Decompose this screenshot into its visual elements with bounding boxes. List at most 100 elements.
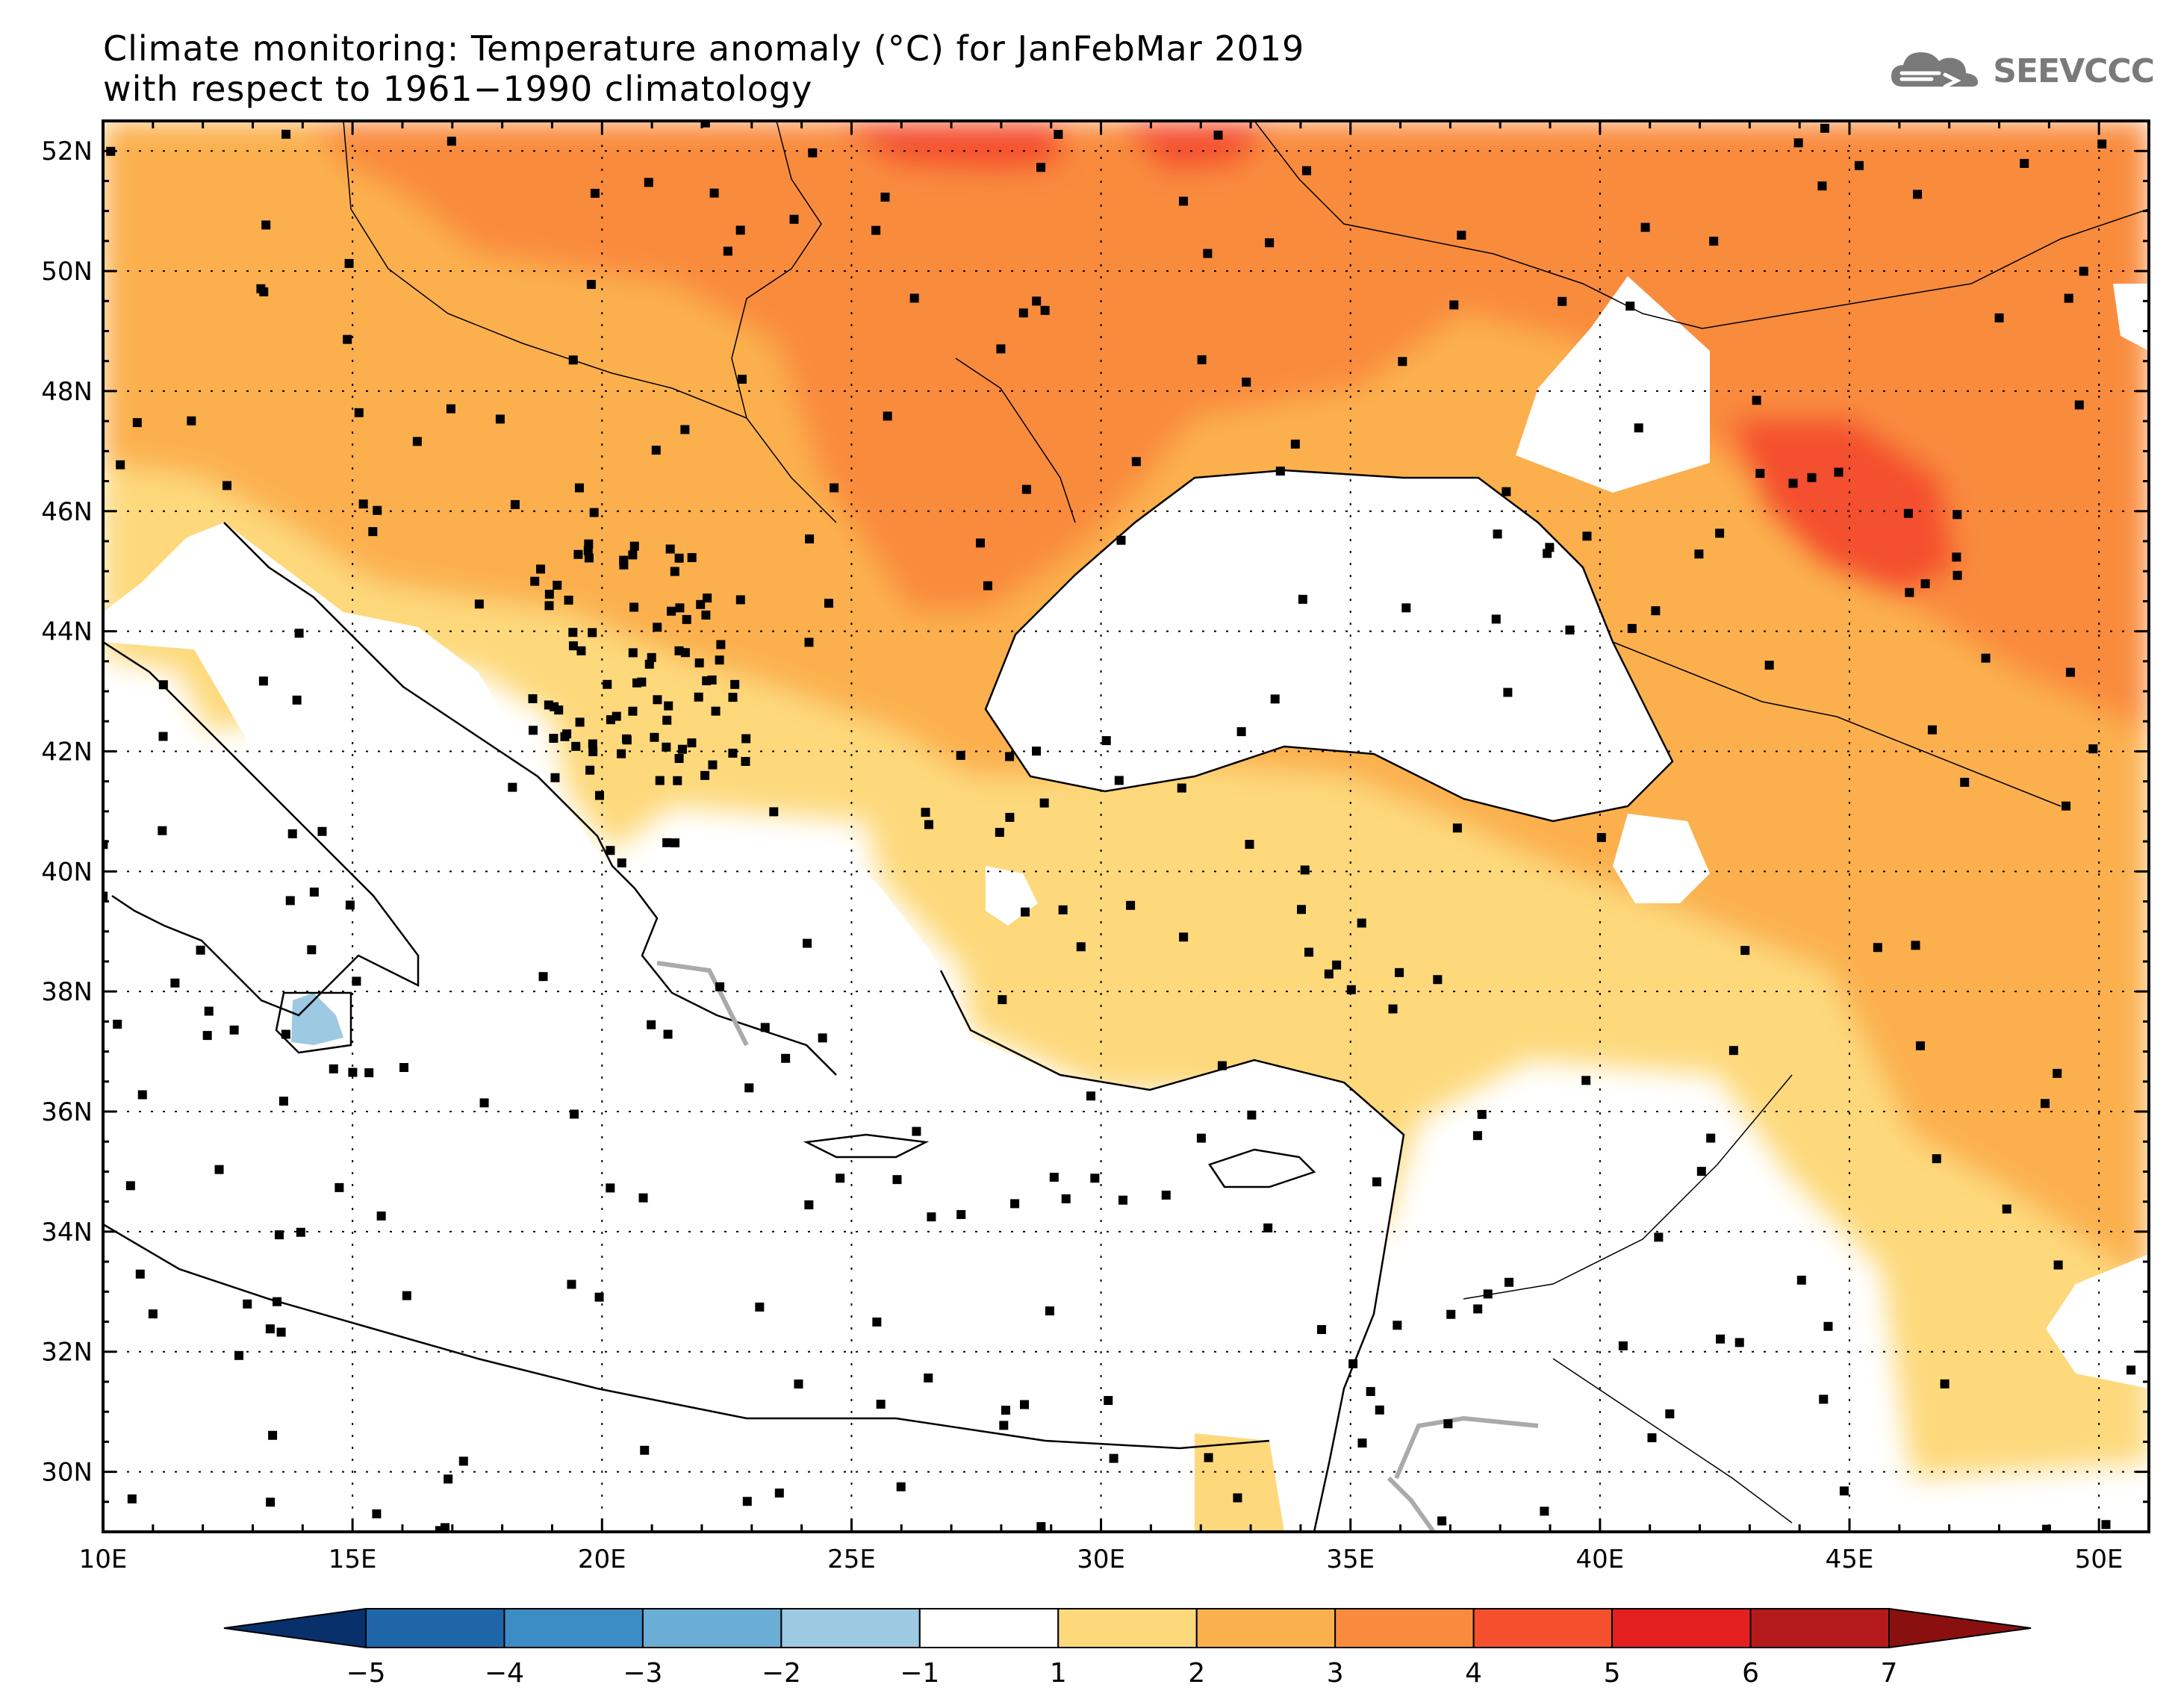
station-marker [273, 1297, 282, 1306]
station-marker [1242, 377, 1251, 387]
station-marker [266, 1497, 276, 1507]
station-marker [808, 148, 818, 158]
station-marker [588, 739, 597, 749]
station-marker [1915, 1041, 1925, 1050]
station-marker [1104, 1396, 1113, 1406]
station-marker [1393, 1321, 1402, 1330]
station-marker [1348, 1359, 1358, 1368]
station-marker [202, 1031, 212, 1041]
station-marker [1247, 1110, 1257, 1120]
station-marker [2101, 1520, 2111, 1530]
station-marker [1126, 900, 1136, 910]
station-marker [1625, 302, 1635, 311]
station-marker [1952, 570, 1962, 580]
lat-tick-label: 40N [41, 857, 93, 887]
station-marker [755, 1302, 765, 1312]
station-marker [1755, 469, 1765, 479]
station-marker [544, 700, 553, 710]
station-marker [158, 826, 167, 835]
station-marker [1764, 661, 1774, 670]
station-marker [564, 595, 573, 605]
station-marker [2053, 1068, 2062, 1078]
station-marker [1654, 1232, 1664, 1242]
station-marker [667, 606, 676, 616]
station-marker [670, 567, 679, 576]
lon-tick-label: 20E [578, 1545, 626, 1574]
station-marker [127, 1494, 137, 1503]
station-marker [574, 483, 584, 493]
station-marker [292, 695, 302, 705]
station-marker [924, 1373, 933, 1383]
station-marker [446, 137, 456, 146]
station-marker [1304, 947, 1314, 957]
station-marker [730, 679, 740, 689]
station-marker [803, 938, 812, 948]
station-marker [1706, 1133, 1716, 1143]
station-marker [1204, 1453, 1213, 1462]
station-marker [576, 646, 586, 655]
station-marker [573, 549, 583, 559]
station-marker [1715, 529, 1725, 538]
station-marker [682, 614, 691, 624]
station-marker [435, 1526, 444, 1532]
station-marker [1651, 606, 1661, 616]
station-marker [1116, 535, 1126, 545]
station-marker [709, 188, 719, 198]
station-marker [2097, 139, 2107, 149]
lat-axis: 30N 32N 34N 36N 38N 40N 42N 44N 46N 48N 50N 52N [41, 119, 2149, 1503]
station-marker [628, 648, 638, 658]
station-marker [1118, 1195, 1128, 1205]
station-marker [594, 1292, 604, 1302]
station-marker [644, 178, 653, 187]
station-marker [1913, 190, 1923, 199]
station-marker [1245, 840, 1254, 850]
station-marker [694, 658, 704, 668]
station-marker [1820, 123, 1830, 133]
station-marker [1446, 1309, 1456, 1319]
station-marker [774, 1489, 784, 1498]
station-marker [2040, 1099, 2050, 1109]
station-marker [529, 726, 538, 735]
lat-tick-label: 42N [41, 737, 93, 767]
station-marker [560, 732, 570, 741]
station-marker [441, 1523, 450, 1532]
station-marker [575, 717, 585, 727]
station-marker [871, 225, 881, 235]
station-marker [629, 541, 639, 551]
station-marker [1101, 736, 1111, 746]
station-marker [728, 748, 738, 758]
station-marker [1161, 1190, 1171, 1200]
colorbar-segment [1611, 1608, 1752, 1648]
station-marker [544, 601, 554, 611]
station-marker [1265, 238, 1275, 248]
station-marker [528, 694, 538, 703]
station-marker [2064, 293, 2073, 303]
station-marker [1443, 1419, 1453, 1429]
station-marker [196, 945, 205, 955]
station-marker [995, 827, 1004, 837]
station-marker [912, 1126, 921, 1136]
station-marker [276, 1327, 286, 1337]
station-marker [708, 760, 718, 770]
station-marker [1203, 249, 1213, 258]
station-marker [1558, 296, 1567, 306]
station-marker [2126, 1365, 2136, 1375]
station-marker [892, 1175, 902, 1185]
station-marker [1540, 1506, 1549, 1516]
station-marker [711, 706, 721, 716]
station-marker [479, 1098, 489, 1108]
lat-tick-label: 38N [41, 977, 93, 1007]
station-marker [673, 776, 682, 785]
station-marker [590, 188, 600, 198]
station-marker [687, 552, 697, 562]
station-marker [1920, 579, 1930, 588]
station-marker [644, 659, 654, 669]
station-marker [510, 499, 520, 509]
station-marker [735, 225, 745, 235]
station-marker [1300, 865, 1310, 875]
station-marker [876, 1400, 886, 1409]
station-marker [1903, 508, 1913, 518]
station-marker [664, 701, 673, 711]
station-marker [1911, 941, 1920, 950]
station-marker [530, 576, 540, 586]
